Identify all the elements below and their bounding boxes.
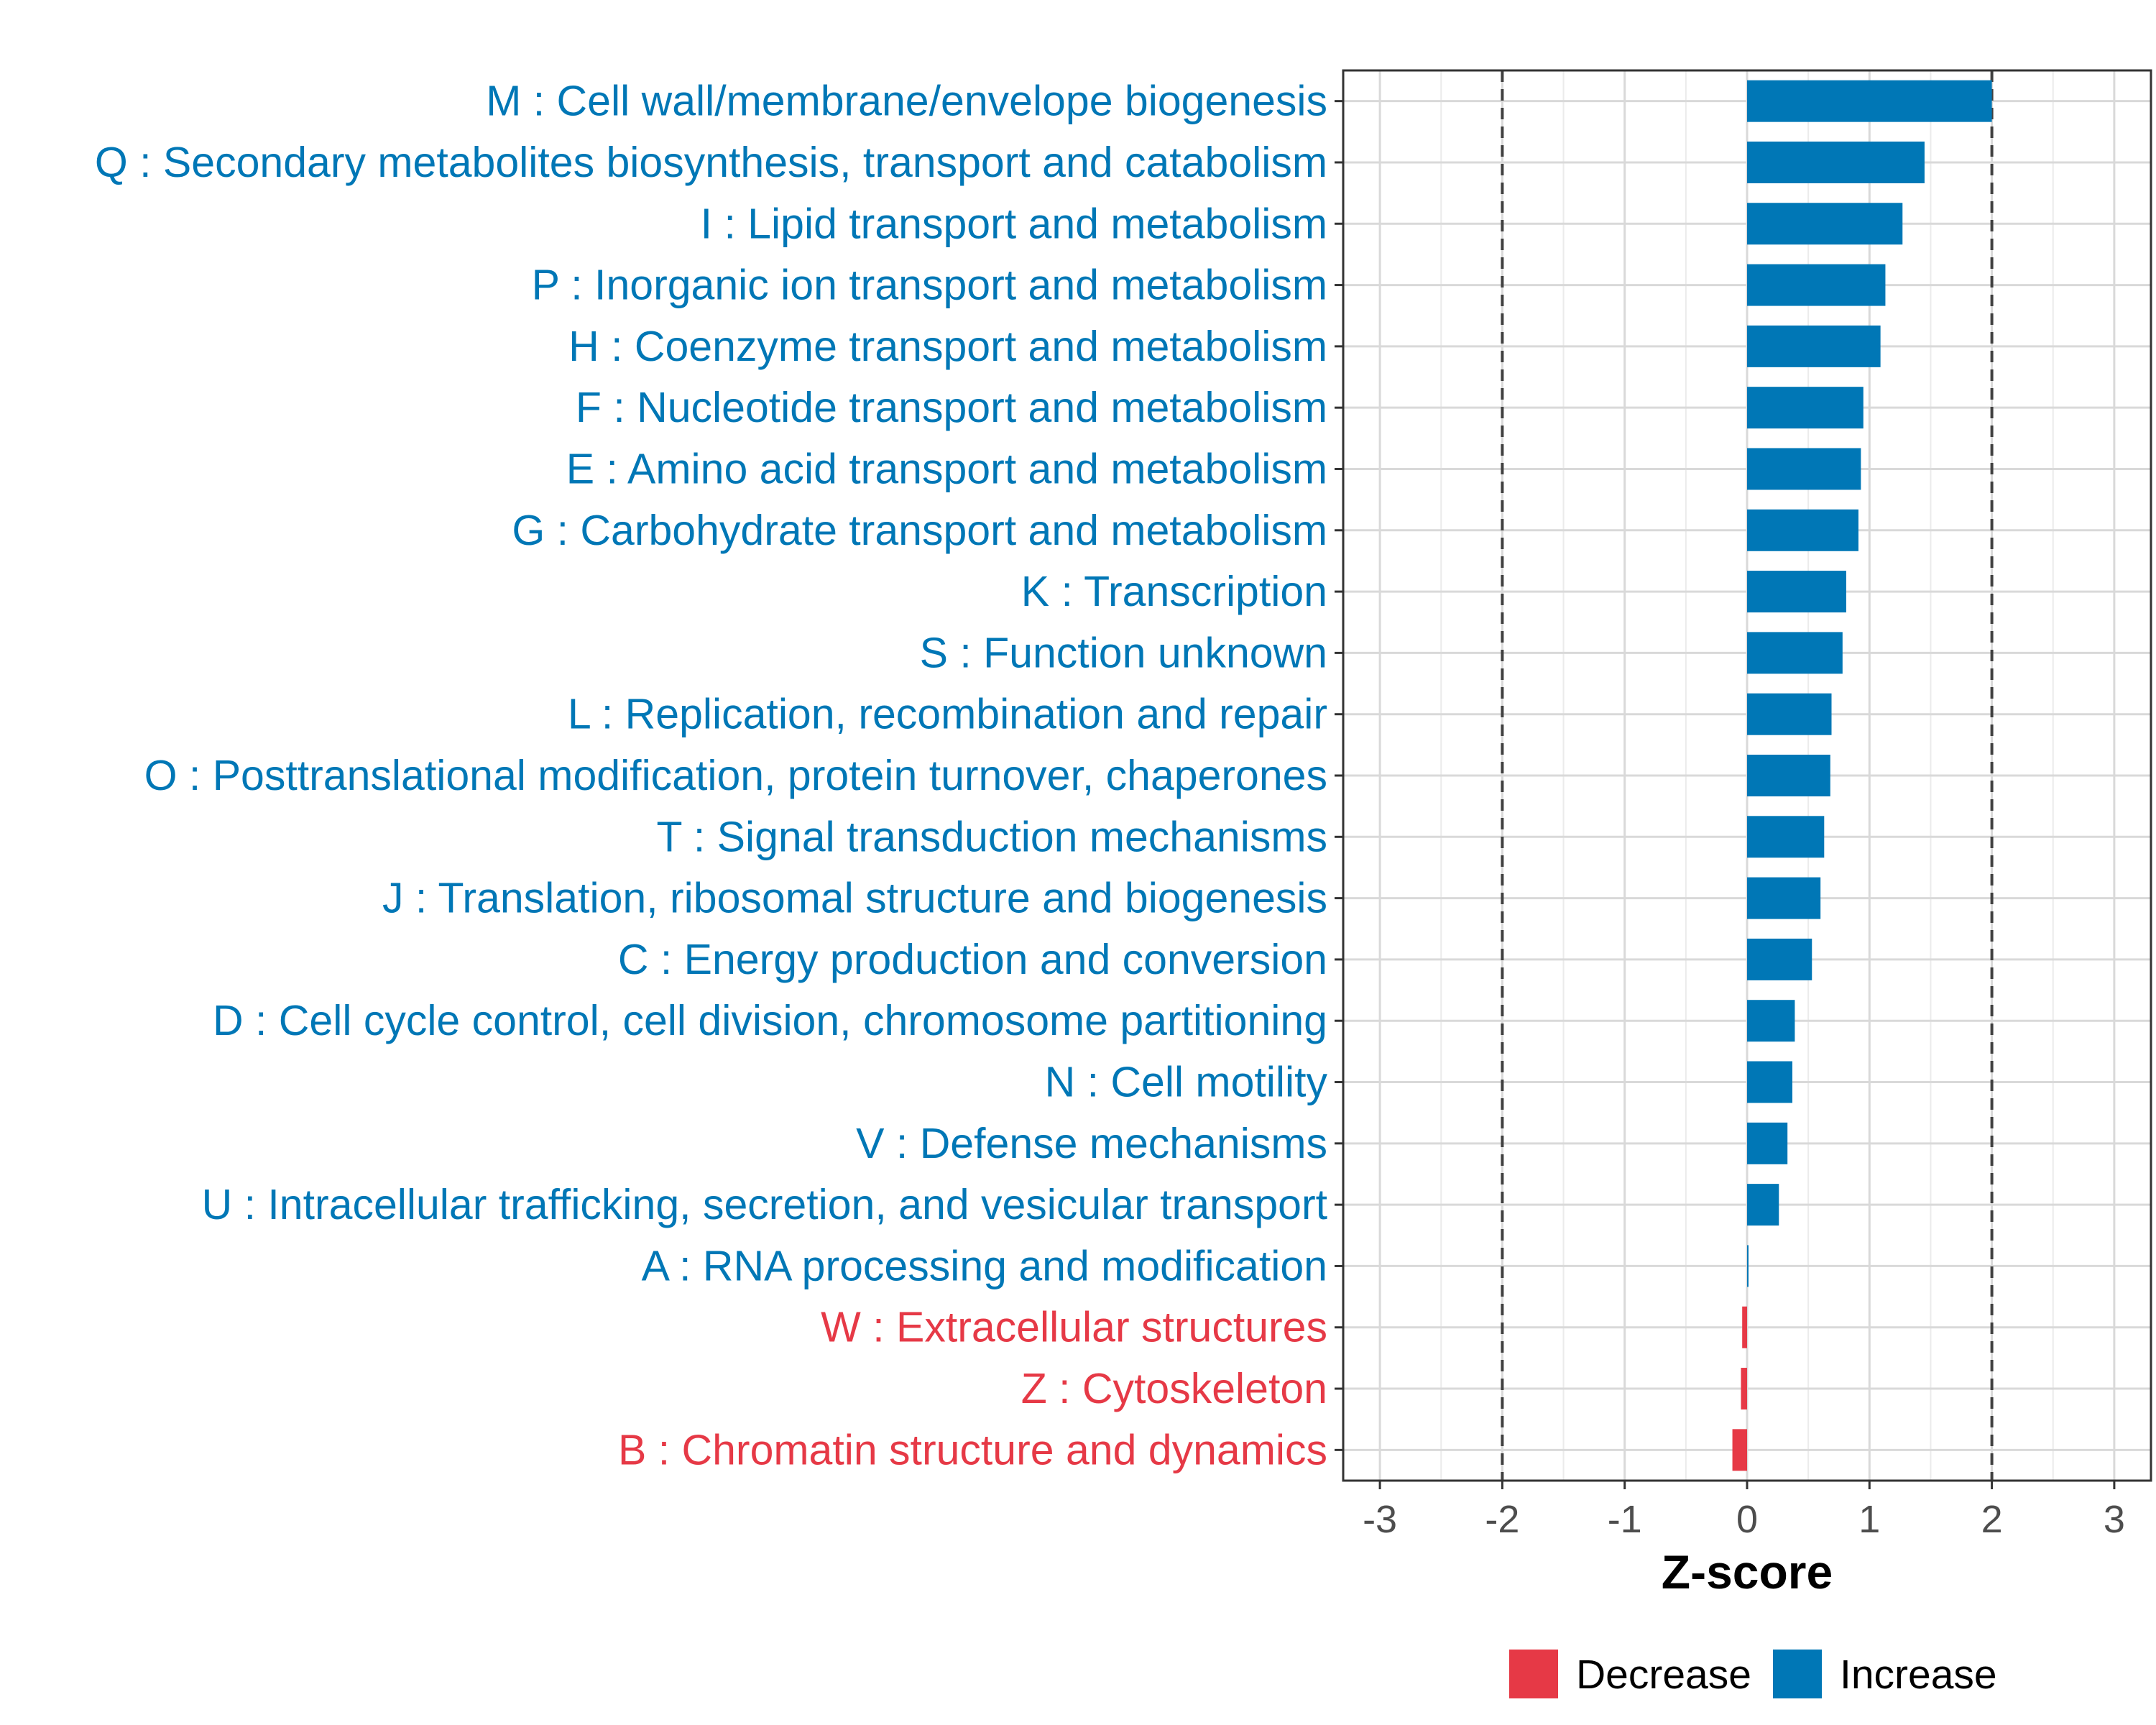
bar: [1747, 571, 1846, 613]
category-label: F : Nucleotide transport and metabolism: [576, 384, 1327, 431]
bar: [1747, 1245, 1749, 1287]
category-label: B : Chromatin structure and dynamics: [618, 1426, 1327, 1473]
category-label: M : Cell wall/membrane/envelope biogenes…: [486, 78, 1327, 125]
category-label: J : Translation, ribosomal structure and…: [382, 875, 1327, 922]
category-label: N : Cell motility: [1045, 1059, 1328, 1106]
category-label: W : Extracellular structures: [821, 1304, 1327, 1351]
bar: [1741, 1368, 1747, 1410]
category-label: S : Function unknown: [920, 629, 1327, 676]
bar: [1747, 754, 1830, 797]
category-label: G : Carbohydrate transport and metabolis…: [512, 507, 1327, 554]
legend-swatch-decrease: [1509, 1650, 1558, 1698]
bar: [1747, 1184, 1779, 1226]
x-tick-label: -1: [1608, 1498, 1642, 1541]
legend-swatch-increase: [1773, 1650, 1822, 1698]
bar: [1747, 325, 1881, 367]
reference-lines: [1501, 70, 1994, 1481]
bar: [1747, 938, 1812, 980]
y-axis: M : Cell wall/membrane/envelope biogenes…: [95, 78, 1343, 1473]
bars: [1732, 80, 1992, 1471]
bar: [1747, 632, 1843, 674]
x-tick-label: 3: [2104, 1498, 2125, 1541]
category-label: Z : Cytoskeleton: [1021, 1365, 1327, 1412]
bar: [1747, 509, 1858, 551]
category-label: O : Posttranslational modification, prot…: [144, 752, 1327, 799]
bar: [1747, 1061, 1793, 1103]
category-label: K : Transcription: [1021, 568, 1327, 615]
bar: [1747, 693, 1832, 735]
x-tick-label: 2: [1981, 1498, 2003, 1541]
x-tick-label: -2: [1485, 1498, 1519, 1541]
category-label: C : Energy production and conversion: [618, 936, 1327, 983]
category-label: Q : Secondary metabolites biosynthesis, …: [95, 139, 1327, 186]
x-tick-label: 0: [1736, 1498, 1758, 1541]
bar: [1747, 877, 1821, 919]
legend-label-decrease: Decrease: [1576, 1652, 1751, 1698]
category-label: U : Intracellular trafficking, secretion…: [202, 1181, 1327, 1228]
category-label: T : Signal transduction mechanisms: [656, 813, 1327, 860]
category-label: V : Defense mechanisms: [856, 1120, 1327, 1167]
bar: [1747, 816, 1825, 858]
bar: [1732, 1429, 1747, 1471]
bar: [1747, 1000, 1795, 1042]
bar: [1747, 1122, 1788, 1164]
bar: [1747, 141, 1925, 183]
bar: [1747, 203, 1903, 245]
x-tick-label: -3: [1363, 1498, 1397, 1541]
bar: [1747, 448, 1861, 490]
x-axis-title: Z-score: [1662, 1545, 1833, 1598]
bar: [1747, 264, 1886, 306]
legend: Decrease Increase: [1509, 1650, 1997, 1698]
legend-label-increase: Increase: [1840, 1652, 1997, 1698]
x-axis: -3 -2 -1 0 1 2 3: [1363, 1481, 2125, 1541]
category-label: E : Amino acid transport and metabolism: [566, 445, 1327, 492]
category-label: P : Inorganic ion transport and metaboli…: [532, 262, 1327, 309]
category-label: H : Coenzyme transport and metabolism: [568, 323, 1327, 370]
bar: [1742, 1306, 1747, 1348]
category-label: I : Lipid transport and metabolism: [701, 200, 1327, 247]
category-label: A : RNA processing and modification: [642, 1242, 1327, 1289]
category-label: D : Cell cycle control, cell division, c…: [213, 997, 1327, 1044]
bar: [1747, 80, 1992, 122]
category-label: L : Replication, recombination and repai…: [568, 691, 1327, 738]
x-tick-label: 1: [1858, 1498, 1880, 1541]
bar: [1747, 387, 1864, 429]
